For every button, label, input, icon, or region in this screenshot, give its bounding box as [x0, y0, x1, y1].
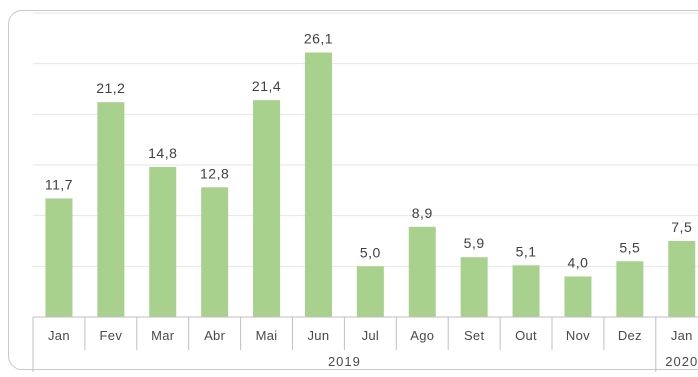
bar	[460, 257, 488, 317]
category-tick-label: Jan	[671, 328, 693, 343]
group-label: 2020	[665, 354, 698, 369]
value-labels: 11,7 21,2 14,8 12,8 21,4 26,1 5,0 8,9 5,9 5,1 4,0 5…	[45, 31, 692, 271]
category-tick-label: Nov	[566, 328, 590, 343]
category-tick-label: Abr	[204, 328, 226, 343]
category-tick-label: Jun	[308, 328, 330, 343]
category-tick-label: Mai	[256, 328, 278, 343]
bar	[97, 102, 125, 317]
bar	[616, 261, 644, 317]
category-tick-label: Ago	[410, 328, 434, 343]
category-tick-label: Dez	[618, 328, 642, 343]
bars	[45, 52, 696, 318]
data-label: 7,5	[671, 219, 692, 235]
data-label: 21,4	[252, 78, 281, 94]
gridlines	[33, 12, 698, 267]
category-tick-label: Out	[515, 328, 537, 343]
bar	[408, 226, 436, 317]
bar	[564, 276, 592, 317]
bar	[45, 198, 73, 317]
category-tick-label: Set	[464, 328, 485, 343]
category-tick-label: Fev	[100, 328, 123, 343]
category-tick-label: Jul	[362, 328, 380, 343]
bar	[304, 52, 332, 318]
group-label: 2019	[328, 354, 361, 369]
bar	[253, 100, 281, 317]
bar	[668, 241, 696, 317]
data-label: 5,9	[464, 235, 485, 251]
data-label: 12,8	[200, 165, 229, 181]
category-axis: Jan Fev Mar Abr Mai Jun Jul Ago Set Out Nov Dez Jan 2…	[32, 316, 698, 372]
data-label: 11,7	[45, 176, 73, 192]
category-tick-label: Mar	[151, 328, 175, 343]
data-label: 4,0	[567, 254, 588, 270]
data-label: 14,8	[148, 145, 177, 161]
data-label: 21,2	[96, 80, 125, 96]
bar	[512, 265, 540, 317]
data-label: 5,5	[619, 239, 640, 255]
bar	[201, 187, 229, 317]
data-label: 8,9	[412, 205, 433, 221]
bar	[356, 266, 384, 317]
data-label: 26,1	[304, 31, 333, 47]
data-label: 5,0	[360, 244, 381, 260]
category-tick-label: Jan	[48, 328, 70, 343]
data-label: 5,1	[516, 243, 537, 259]
bar	[149, 167, 177, 317]
